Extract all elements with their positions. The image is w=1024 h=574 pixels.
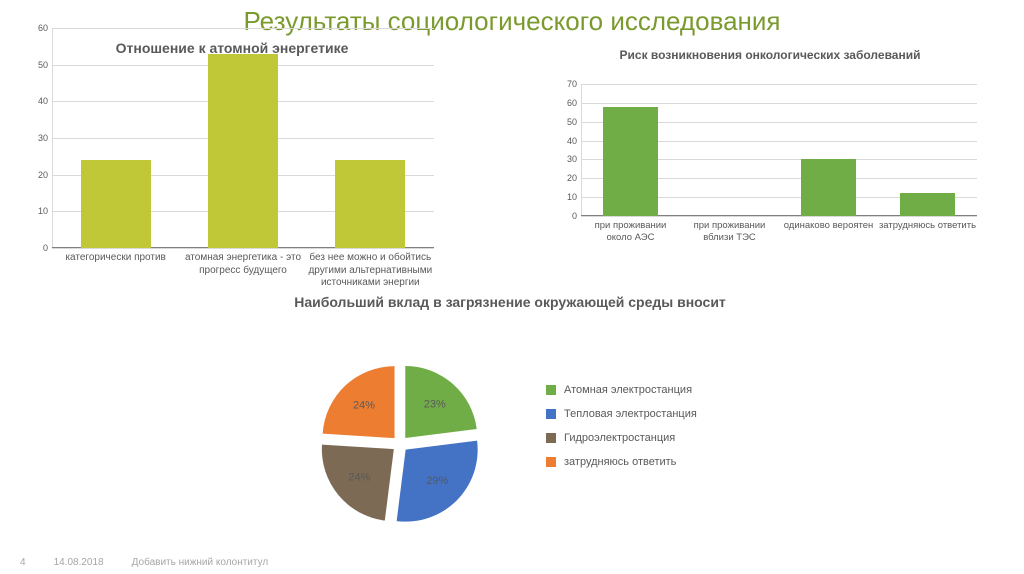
footer-page-number: 4	[20, 557, 26, 568]
chart-attitude: Отношение к атомной энергетике 010203040…	[22, 28, 442, 294]
legend-swatch	[546, 457, 556, 467]
bar	[81, 160, 151, 248]
legend-item: затрудняюсь ответить	[546, 456, 697, 468]
y-tick-label: 20	[38, 170, 48, 180]
legend-item: Атомная электростанция	[546, 384, 697, 396]
footer-placeholder[interactable]: Добавить нижний колонтитул	[132, 557, 269, 568]
chart-risk: Риск возникновения онкологических заболе…	[555, 52, 985, 252]
bar	[335, 160, 405, 248]
gridline	[52, 248, 434, 249]
pie-svg: 23% 29% 24% 24%	[290, 344, 510, 544]
y-tick-label: 10	[567, 192, 577, 202]
legend-label: Тепловая электростанция	[564, 408, 697, 420]
footer: 4 14.08.2018 Добавить нижний колонтитул	[20, 557, 268, 568]
legend-swatch	[546, 385, 556, 395]
y-tick-label: 10	[38, 206, 48, 216]
bar	[208, 54, 278, 248]
x-tick-label: затрудняюсь ответить	[878, 220, 977, 232]
x-tick-label: одинаково вероятен	[779, 220, 878, 232]
y-tick-label: 70	[567, 79, 577, 89]
y-tick-label: 30	[567, 154, 577, 164]
y-tick-label: 40	[567, 136, 577, 146]
legend-item: Тепловая электростанция	[546, 408, 697, 420]
pie-title: Наибольший вклад в загрязнение окружающе…	[230, 294, 790, 312]
y-tick-label: 50	[567, 117, 577, 127]
pie-pct-label: 24%	[348, 471, 370, 483]
legend-label: Атомная электростанция	[564, 384, 692, 396]
chart2-plot: при проживании около АЭСпри проживании в…	[581, 84, 977, 216]
pie-pct-label: 24%	[353, 400, 375, 412]
legend-item: Гидроэлектростанция	[546, 432, 697, 444]
x-tick-label: категорически против	[52, 252, 179, 265]
chart-pollution: Наибольший вклад в загрязнение окружающе…	[230, 294, 790, 544]
x-tick-label: при проживании около АЭС	[581, 220, 680, 244]
y-tick-label: 0	[572, 211, 577, 221]
x-tick-label: без нее можно и обойтись другими альтерн…	[307, 252, 434, 290]
y-tick-label: 30	[38, 133, 48, 143]
y-tick-label: 60	[38, 23, 48, 33]
bar	[603, 107, 657, 216]
bar	[801, 159, 855, 216]
legend-swatch	[546, 433, 556, 443]
x-tick-label: атомная энергетика - это прогресс будуще…	[179, 252, 306, 277]
pie-legend: Атомная электростанция Тепловая электрост…	[546, 384, 697, 480]
legend-label: затрудняюсь ответить	[564, 456, 676, 468]
gridline	[581, 216, 977, 217]
x-tick-label: при проживании вблизи ТЭС	[680, 220, 779, 244]
y-tick-label: 20	[567, 173, 577, 183]
chart1-plot: категорически противатомная энергетика -…	[52, 28, 434, 248]
y-tick-label: 60	[567, 98, 577, 108]
y-tick-label: 50	[38, 60, 48, 70]
bar	[900, 193, 954, 216]
legend-label: Гидроэлектростанция	[564, 432, 675, 444]
slide: Результаты социологического исследования…	[0, 0, 1024, 574]
pie-pct-label: 29%	[426, 475, 448, 487]
legend-swatch	[546, 409, 556, 419]
chart2-title: Риск возникновения онкологических заболе…	[555, 48, 985, 62]
y-tick-label: 40	[38, 96, 48, 106]
y-tick-label: 0	[43, 243, 48, 253]
pie-pct-label: 23%	[424, 398, 446, 410]
footer-date: 14.08.2018	[54, 557, 104, 568]
